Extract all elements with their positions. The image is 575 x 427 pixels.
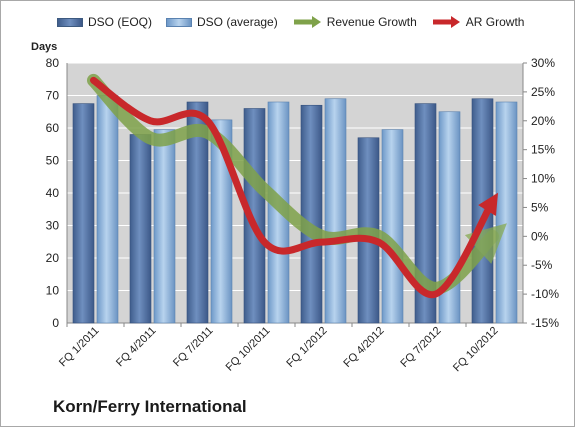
bar-dso-eoq	[243, 108, 266, 324]
legend-swatch-dso-average	[166, 17, 193, 27]
x-tick-label: FQ 7/2012	[398, 325, 443, 370]
legend-label-ar-growth: AR Growth	[465, 15, 525, 29]
y-tick-label: 0	[52, 316, 59, 330]
plot-area: 0 10 20 30 40 50 60 70 80 -15% -10% -5% 0% 5% 10% 15% 20…	[46, 56, 560, 374]
y-axis-title: Days	[31, 41, 58, 53]
line-ar-growth	[90, 76, 499, 299]
y-tick-label: 40	[46, 186, 60, 200]
y-tick-label: 80	[46, 56, 60, 70]
x-tick-label: FQ 4/2011	[114, 325, 159, 370]
legend-label-revenue-growth: Revenue Growth	[326, 15, 417, 29]
x-tick-label: FQ 1/2012	[284, 325, 329, 370]
x-tick-label: FQ 4/2012	[341, 325, 386, 370]
line-revenue-growth	[87, 73, 507, 295]
legend-item-revenue-growth: Revenue Growth	[292, 15, 417, 29]
bar-dso-eoq	[414, 103, 437, 324]
legend: DSO (EOQ) DSO (average) Revenue Growth A…	[57, 15, 538, 29]
y-tick-label: 70	[46, 89, 60, 103]
y2-tick-label: 20%	[531, 114, 555, 128]
y2-tick-label: 30%	[531, 56, 555, 70]
x-tick-label: FQ 1/2011	[57, 325, 102, 370]
legend-item-dso-eoq: DSO (EOQ)	[57, 15, 152, 29]
company-name: Korn/Ferry International	[53, 397, 247, 416]
bar-dso-average	[495, 101, 518, 324]
bar-dso-eoq	[300, 104, 323, 324]
y-tick-label: 60	[46, 121, 60, 135]
y2-tick-label: 15%	[531, 143, 555, 157]
y-tick-label: 10	[46, 284, 60, 298]
y-tick-label: 30	[46, 219, 60, 233]
bar-dso-eoq	[186, 101, 209, 324]
bar-dso-eoq	[129, 134, 152, 324]
legend-item-dso-average: DSO (average)	[166, 15, 278, 29]
bar-dso-average	[96, 95, 119, 324]
legend-arrow-red-icon	[432, 16, 460, 28]
x-tick-label: FQ 10/2011	[224, 325, 273, 374]
y2-tick-label: -5%	[531, 258, 553, 272]
y2-tick-label: 5%	[531, 200, 549, 214]
y2-tick-label: 10%	[531, 172, 555, 186]
y2-tick-label: -10%	[531, 287, 559, 301]
bar-dso-average	[210, 119, 233, 324]
x-tick-label: FQ 7/2011	[171, 325, 216, 370]
x-tick-label: FQ 10/2012	[451, 325, 501, 375]
legend-label-dso-average: DSO (average)	[197, 15, 278, 29]
y2-tick-label: 0%	[531, 229, 549, 243]
bar-dso-eoq	[72, 103, 95, 324]
y2-tick-label: 25%	[531, 85, 555, 99]
y2-tick-label: -15%	[531, 316, 559, 330]
legend-item-ar-growth: AR Growth	[431, 15, 525, 29]
bar-dso-average	[381, 129, 404, 324]
legend-arrow-green-icon	[293, 16, 321, 28]
legend-swatch-dso-eoq	[57, 17, 83, 27]
bar-dso-average	[324, 98, 347, 324]
y-tick-label: 20	[46, 251, 60, 265]
legend-label-dso-eoq: DSO (EOQ)	[88, 15, 153, 29]
bar-dso-average	[153, 129, 176, 324]
y-tick-label: 50	[46, 154, 60, 168]
